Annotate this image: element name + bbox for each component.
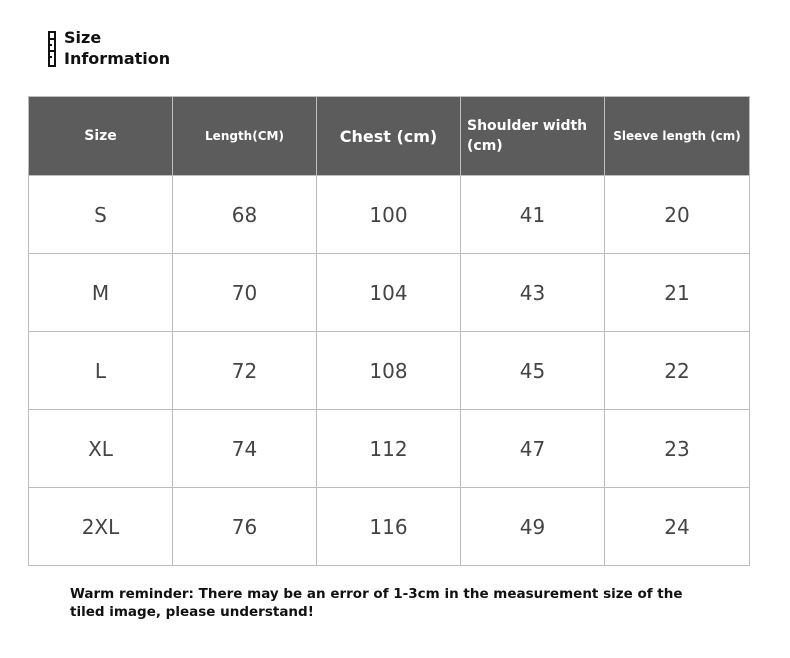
- table-row: XL 74 112 47 23: [28, 409, 750, 488]
- title-line-1: Size: [64, 28, 102, 47]
- table-row: 2XL 76 116 49 24: [28, 487, 750, 566]
- cell-size: S: [28, 175, 173, 254]
- header-size: Size: [28, 96, 173, 176]
- cell-size: M: [28, 253, 173, 332]
- cell-shoulder: 43: [460, 253, 605, 332]
- cell-chest: 108: [316, 331, 461, 410]
- cell-chest: 116: [316, 487, 461, 566]
- table-row: L 72 108 45 22: [28, 331, 750, 410]
- table-header-row: Size Length(CM) Chest (cm) Shoulder widt…: [28, 96, 750, 176]
- title-line-2: Information: [64, 49, 171, 68]
- size-information-title: Size Information: [48, 27, 170, 69]
- cell-sleeve: 24: [604, 487, 750, 566]
- cell-shoulder: 49: [460, 487, 605, 566]
- cell-chest: 100: [316, 175, 461, 254]
- cell-length: 76: [172, 487, 317, 566]
- cell-sleeve: 21: [604, 253, 750, 332]
- cell-chest: 104: [316, 253, 461, 332]
- cell-sleeve: 22: [604, 331, 750, 410]
- size-table: Size Length(CM) Chest (cm) Shoulder widt…: [28, 96, 750, 566]
- cell-length: 72: [172, 331, 317, 410]
- cell-size: 2XL: [28, 487, 173, 566]
- cell-length: 70: [172, 253, 317, 332]
- cell-length: 68: [172, 175, 317, 254]
- cell-shoulder: 41: [460, 175, 605, 254]
- table-row: M 70 104 43 21: [28, 253, 750, 332]
- cell-chest: 112: [316, 409, 461, 488]
- cell-size: XL: [28, 409, 173, 488]
- cell-sleeve: 20: [604, 175, 750, 254]
- header-sleeve-length: Sleeve length (cm): [604, 96, 750, 176]
- warm-reminder-note: Warm reminder: There may be an error of …: [70, 586, 683, 620]
- header-chest: Chest (cm): [316, 96, 461, 176]
- cell-length: 74: [172, 409, 317, 488]
- table-row: S 68 100 41 20: [28, 175, 750, 254]
- cell-shoulder: 45: [460, 331, 605, 410]
- cell-sleeve: 23: [604, 409, 750, 488]
- header-shoulder-width: Shoulder width (cm): [460, 96, 605, 176]
- cell-shoulder: 47: [460, 409, 605, 488]
- cell-size: L: [28, 331, 173, 410]
- ruler-icon: [48, 31, 56, 67]
- header-length: Length(CM): [172, 96, 317, 176]
